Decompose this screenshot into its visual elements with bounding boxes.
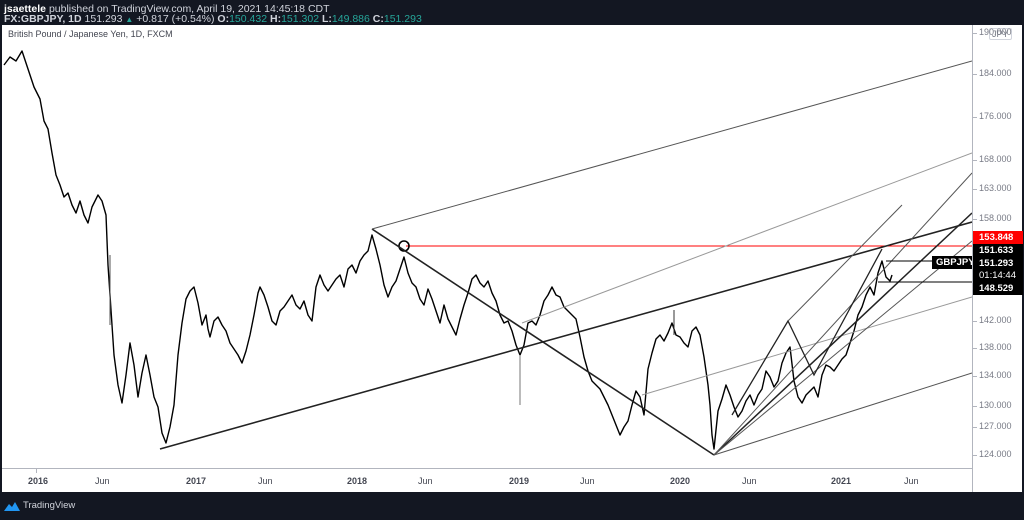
parallel-line [787,204,903,322]
currency-badge[interactable]: JPY [989,28,1012,40]
fan-line-4 [713,372,972,456]
price-label-low: 148.529 [973,282,1023,295]
price-label-red-level: 153.848 [973,231,1023,244]
chart-title: British Pound / Japanese Yen, 1D, FXCM [8,29,173,39]
published-text: published on TradingView.com, April 19, … [48,3,330,15]
price-tick: 184.000 [973,68,1012,78]
time-tick: Jun [580,476,595,486]
price-tick: 176.000 [973,111,1012,121]
price-tick: 138.000 [973,342,1012,352]
price-tick: 163.000 [973,183,1012,193]
high-value: 151.302 [281,13,320,25]
abc-pattern-lines [731,248,883,416]
price-series [3,50,893,450]
price-tick: 134.000 [973,370,1012,380]
tradingview-footer[interactable]: TradingView [4,500,75,511]
publish-info: jsaettele published on TradingView.com, … [4,3,330,15]
symbol-tag: GBPJPY [932,256,979,269]
tradingview-logo-icon [4,501,20,511]
price-tick: 168.000 [973,154,1012,164]
price-chart-svg [3,50,972,456]
fan-line-1 [713,212,972,456]
price-change: +0.817 (+0.54%) [136,13,215,25]
time-tick: 2020 [670,476,691,486]
price-tick: 190.000 [973,27,1012,37]
time-tick: 2021 [831,476,852,486]
price-tick: 124.000 [973,449,1012,459]
channel-upper-line [371,60,972,230]
time-tick: 2018 [347,476,368,486]
close-label: C: [372,13,384,25]
open-value: 150.432 [229,13,268,25]
fan-line-2 [713,172,972,456]
high-label: H: [269,13,282,25]
time-tick: 2016 [28,476,49,486]
brand-name: TradingView [23,500,76,511]
time-tick: Jun [904,476,919,486]
price-label-high: 151.633 [973,244,1023,257]
channel-mid-line [521,152,972,324]
publisher-name[interactable]: jsaettele [4,3,47,15]
low-label: L: [321,13,332,25]
price-tick: 142.000 [973,315,1012,325]
time-tick: Jun [742,476,757,486]
low-value: 149.886 [331,13,370,25]
price-axis[interactable]: JPY 190.000 184.000 176.000 168.000 163.… [972,25,1023,492]
close-value: 151.293 [383,13,422,25]
time-tick: 2019 [509,476,530,486]
fan-line-3 [713,240,972,456]
bar-countdown: 01:14:44 [973,269,1023,282]
time-tick: Jun [258,476,273,486]
price-tick: 158.000 [973,213,1012,223]
time-tick: Jun [95,476,110,486]
chart-panel: British Pound / Japanese Yen, 1D, FXCM G… [2,25,1023,493]
trendline-down [371,228,715,456]
symbol-label: FX:GBPJPY, 1D [4,13,82,25]
time-axis[interactable]: 2016 Jun 2017 Jun 2018 Jun 2019 Jun 2020… [2,468,972,493]
trendline-long-support [159,221,972,450]
price-label-last: 151.293 [973,257,1023,270]
channel-lower-line [641,296,972,396]
time-tick: Jun [418,476,433,486]
last-price: 151.293 [84,13,123,25]
time-tick: 2017 [186,476,207,486]
chart-plot-area[interactable]: British Pound / Japanese Yen, 1D, FXCM G… [2,25,979,468]
open-label: O: [217,13,230,25]
ohlc-legend: FX:GBPJPY, 1D 151.293 ▲ +0.817 (+0.54%) … [4,13,422,25]
price-tick: 127.000 [973,421,1012,431]
price-tick: 130.000 [973,400,1012,410]
arrow-up-icon: ▲ [125,15,134,24]
